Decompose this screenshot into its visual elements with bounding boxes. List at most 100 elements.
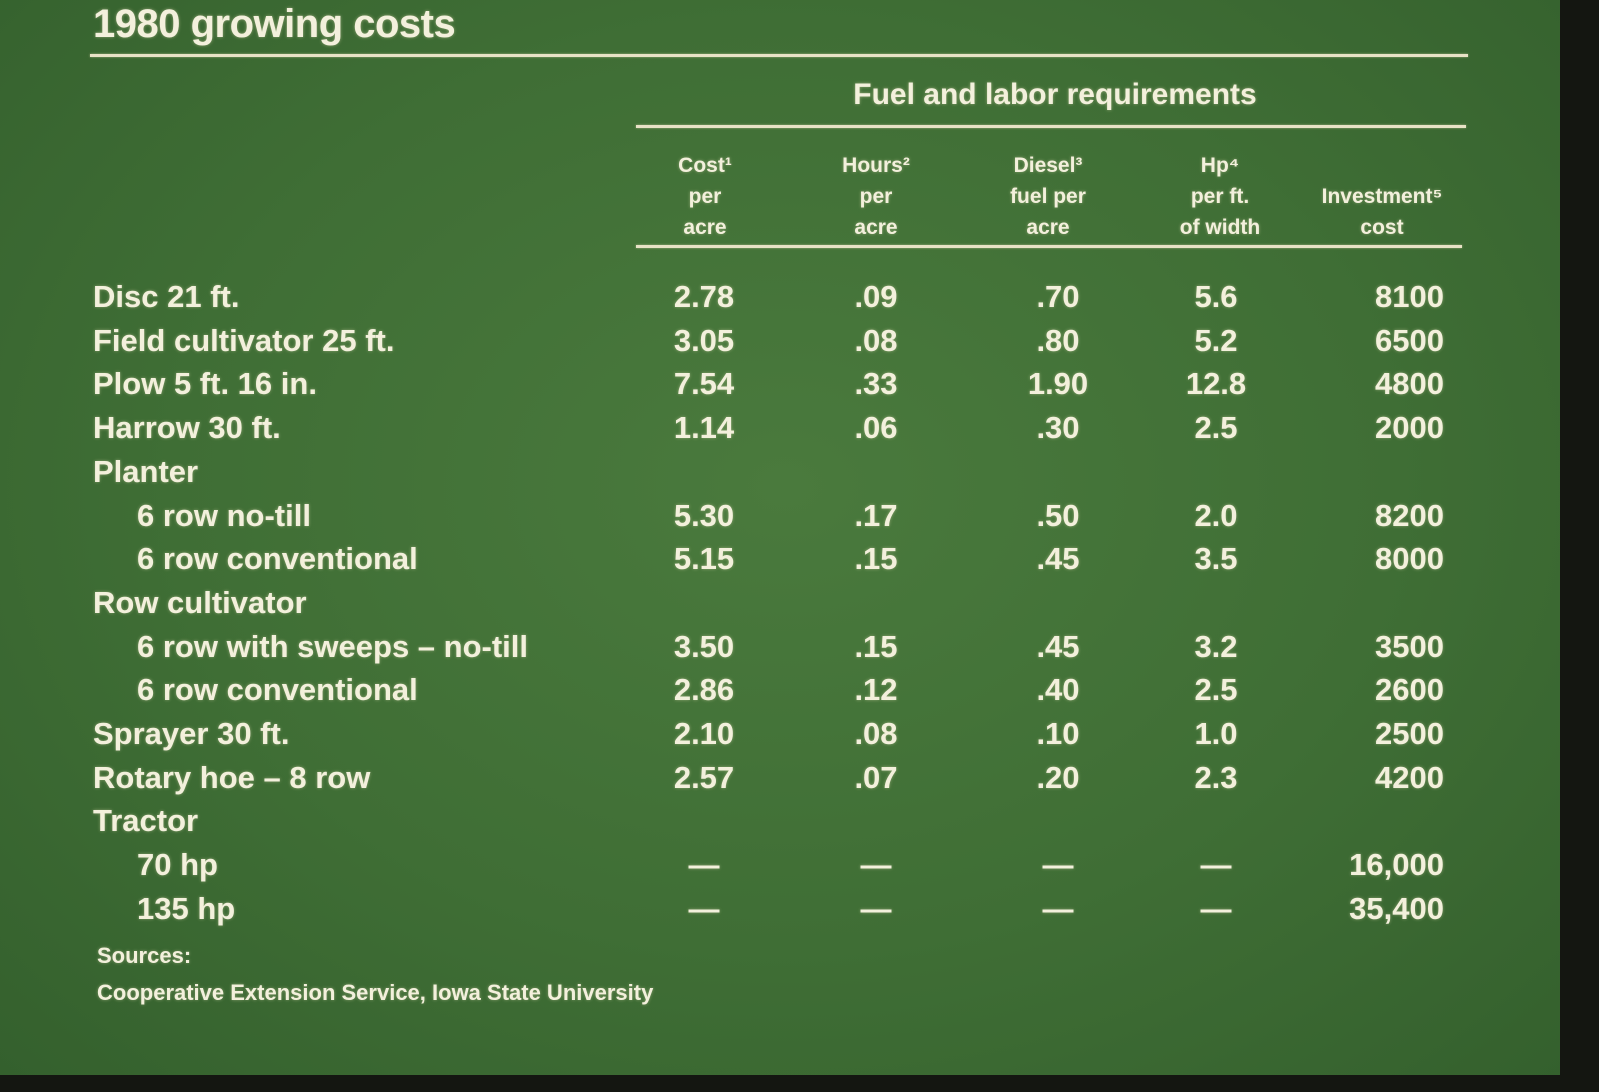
cell-diesel: .30 [1036, 410, 1080, 446]
cell-diesel: .10 [1036, 716, 1080, 751]
column-header-line: Hp⁴ [1200, 154, 1240, 177]
cell-cost: 2.10 [673, 716, 735, 751]
table-row: Row cultivator [0, 585, 1560, 629]
cell-investment: 4800 [1375, 366, 1444, 402]
cell-hp: — [1200, 890, 1232, 926]
cell-investment: 16,000 [1349, 847, 1444, 883]
table-row: Plow 5 ft. 16 in. 7.54 .33 1.90 12.8 4800 [0, 366, 1560, 410]
slide: 1980 growing costs Fuel and labor requir… [0, 0, 1570, 1080]
cell-diesel: — [1042, 847, 1074, 883]
table-row: 70 hp — — — — 16,000 [0, 847, 1560, 891]
row-label: Disc 21 ft. [93, 279, 240, 314]
sources-text: Cooperative Extension Service, Iowa Stat… [97, 980, 654, 1005]
column-header-line: Hours² [842, 154, 910, 177]
cell-diesel: .50 [1036, 497, 1080, 533]
cell-hp: 3.5 [1194, 541, 1238, 577]
cell-diesel: .45 [1036, 628, 1080, 664]
column-header-line: of width [1179, 216, 1261, 239]
cell-hp: 2.5 [1194, 410, 1238, 446]
cell-cost: 1.14 [673, 410, 735, 446]
cell-diesel: .20 [1036, 759, 1080, 795]
row-label: Sprayer 30 ft. [93, 716, 290, 751]
cell-diesel: .40 [1036, 672, 1080, 708]
column-header-line: acre [854, 216, 898, 239]
cell-cost: 3.50 [673, 628, 735, 664]
cell-hours: .33 [854, 366, 898, 402]
column-header-hp: Hp⁴ per ft. of width [1120, 150, 1320, 243]
sources-heading: Sources: [97, 943, 192, 968]
table-row: 6 row conventional 5.15 .15 .45 3.5 8000 [0, 541, 1560, 585]
cell-hp: 2.0 [1194, 497, 1238, 533]
cell-cost: — [688, 847, 720, 883]
film-edge [1560, 0, 1599, 1092]
cell-hours: .08 [854, 322, 898, 358]
column-header-line: Diesel³ [1013, 154, 1083, 177]
table-row: Harrow 30 ft. 1.14 .06 .30 2.5 2000 [0, 410, 1560, 454]
cell-hours: .15 [854, 628, 898, 664]
cell-hours: .08 [854, 716, 898, 751]
table-row: Rotary hoe – 8 row 2.57 .07 .20 2.3 4200 [0, 760, 1560, 804]
column-header-diesel: Diesel³ fuel per acre [948, 150, 1148, 243]
cell-diesel: .80 [1036, 322, 1080, 358]
table-row: Disc 21 ft. 2.78 .09 .70 5.6 8100 [0, 279, 1560, 323]
cell-investment: 8100 [1375, 279, 1444, 314]
row-label: Planter [93, 453, 199, 489]
cell-hours: .15 [854, 541, 898, 577]
cell-hp: 1.0 [1194, 716, 1238, 751]
table-row: 6 row conventional 2.86 .12 .40 2.5 2600 [0, 672, 1560, 716]
column-header-investment: Investment⁵ cost [1282, 150, 1482, 243]
table-row: Tractor [0, 803, 1560, 847]
table-row: Sprayer 30 ft. 2.10 .08 .10 1.0 2500 [0, 716, 1560, 760]
cell-hours: .06 [854, 410, 898, 446]
group-rule [636, 125, 1466, 128]
cell-hours: — [860, 890, 892, 926]
cell-hours: .17 [854, 497, 898, 533]
row-label: Tractor [93, 803, 199, 839]
cell-hp: 3.2 [1194, 628, 1238, 664]
column-header-line: cost [1360, 216, 1404, 239]
cell-investment: 2500 [1375, 716, 1444, 751]
cell-investment: 2600 [1375, 672, 1444, 708]
cell-investment: 2000 [1375, 410, 1444, 446]
row-label: 6 row conventional [137, 672, 418, 708]
film-edge [0, 1075, 1599, 1092]
cell-investment: 8000 [1375, 541, 1444, 577]
group-header: Fuel and labor requirements [853, 78, 1257, 111]
column-header-hours: Hours² per acre [776, 150, 976, 243]
column-header-line: acre [683, 216, 727, 239]
cell-hours: — [860, 847, 892, 883]
cell-cost: 5.30 [673, 497, 735, 533]
row-label: 6 row no-till [137, 497, 311, 533]
cell-investment: 8200 [1375, 497, 1444, 533]
table-row: 135 hp — — — — 35,400 [0, 891, 1560, 935]
cell-hp: 2.3 [1194, 759, 1238, 795]
cell-diesel: 1.90 [1027, 366, 1089, 402]
cell-cost: 2.86 [673, 672, 735, 708]
cell-hours: .09 [854, 279, 898, 314]
row-label: 6 row with sweeps – no-till [137, 628, 529, 664]
cell-hp: 5.2 [1194, 322, 1238, 358]
cell-investment: 3500 [1375, 628, 1444, 664]
table-row: 6 row no-till 5.30 .17 .50 2.0 8200 [0, 498, 1560, 542]
cell-cost: 7.54 [673, 366, 735, 402]
cell-cost: — [688, 890, 720, 926]
column-header-line: per [688, 185, 722, 208]
cell-hours: .07 [854, 759, 898, 795]
slide-title: 1980 growing costs [93, 2, 456, 46]
cell-hp: — [1200, 847, 1232, 883]
cell-hours: .12 [854, 672, 898, 708]
table-row: 6 row with sweeps – no-till 3.50 .15 .45 3.2… [0, 629, 1560, 673]
cell-investment: 6500 [1375, 322, 1444, 358]
row-label: 6 row conventional [137, 541, 418, 577]
row-label: Harrow 30 ft. [93, 410, 281, 446]
cell-diesel: .70 [1036, 279, 1080, 314]
table-row: Planter [0, 454, 1560, 498]
table-row: Field cultivator 25 ft. 3.05 .08 .80 5.2 6500 [0, 323, 1560, 367]
cell-cost: 2.78 [673, 279, 735, 314]
row-label: Field cultivator 25 ft. [93, 322, 395, 358]
cell-hp: 12.8 [1185, 366, 1247, 402]
row-label: Row cultivator [93, 584, 307, 620]
column-header-line: acre [1026, 216, 1070, 239]
column-header-cost: Cost¹ per acre [605, 150, 805, 243]
cell-hp: 5.6 [1194, 279, 1238, 314]
